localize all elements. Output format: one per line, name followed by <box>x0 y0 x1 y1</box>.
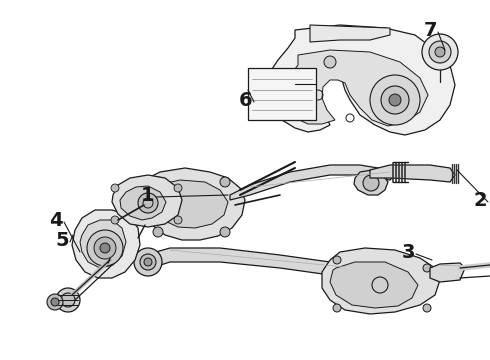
Circle shape <box>111 184 119 192</box>
Polygon shape <box>112 175 182 227</box>
Polygon shape <box>283 50 428 126</box>
Text: 7: 7 <box>423 21 437 40</box>
Circle shape <box>56 288 80 312</box>
Circle shape <box>422 34 458 70</box>
Polygon shape <box>120 186 166 220</box>
Circle shape <box>51 298 59 306</box>
Circle shape <box>100 243 110 253</box>
Polygon shape <box>330 262 418 308</box>
Circle shape <box>435 47 445 57</box>
Polygon shape <box>144 168 245 240</box>
Polygon shape <box>72 210 140 278</box>
Polygon shape <box>265 25 455 135</box>
Text: 3: 3 <box>401 243 415 261</box>
Circle shape <box>370 75 420 125</box>
FancyBboxPatch shape <box>248 68 316 120</box>
Polygon shape <box>80 220 126 268</box>
Circle shape <box>140 254 156 270</box>
Circle shape <box>220 227 230 237</box>
Circle shape <box>324 56 336 68</box>
Polygon shape <box>310 25 390 42</box>
Circle shape <box>333 304 341 312</box>
Circle shape <box>174 184 182 192</box>
Circle shape <box>61 293 75 307</box>
Circle shape <box>333 256 341 264</box>
Circle shape <box>423 304 431 312</box>
Polygon shape <box>430 263 465 282</box>
Circle shape <box>144 258 152 266</box>
Polygon shape <box>145 248 348 278</box>
Circle shape <box>94 237 116 259</box>
Polygon shape <box>156 180 228 228</box>
Text: 4: 4 <box>49 211 63 230</box>
Polygon shape <box>354 170 388 195</box>
Circle shape <box>134 248 162 276</box>
Text: 5: 5 <box>55 230 69 249</box>
Circle shape <box>153 177 163 187</box>
Circle shape <box>423 264 431 272</box>
Circle shape <box>220 177 230 187</box>
Text: 6: 6 <box>239 90 253 109</box>
Circle shape <box>87 230 123 266</box>
Polygon shape <box>322 248 440 314</box>
Polygon shape <box>370 165 455 182</box>
Circle shape <box>153 227 163 237</box>
Circle shape <box>429 41 451 63</box>
Circle shape <box>47 294 63 310</box>
Circle shape <box>174 216 182 224</box>
Text: 1: 1 <box>141 185 155 204</box>
Circle shape <box>381 86 409 114</box>
Circle shape <box>389 94 401 106</box>
Circle shape <box>138 193 158 213</box>
Circle shape <box>111 216 119 224</box>
Circle shape <box>363 175 379 191</box>
Polygon shape <box>230 165 395 200</box>
Text: 2: 2 <box>473 190 487 210</box>
